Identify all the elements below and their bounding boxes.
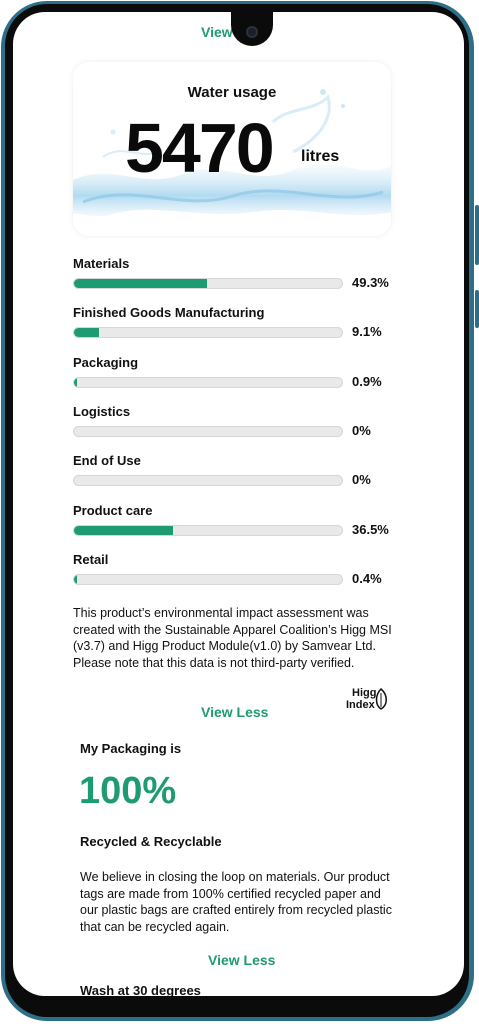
impact-row-label: Finished Goods Manufacturing: [73, 305, 265, 321]
water-usage-card: Water usage 5470 litres: [73, 62, 391, 236]
impact-row-label: End of Use: [73, 453, 141, 469]
power-button: [475, 290, 479, 328]
water-usage-value: 5470: [125, 109, 275, 187]
screen: View Less Water usage 5470: [13, 12, 464, 996]
impact-row-percent: 49.3%: [352, 275, 389, 290]
packaging-title: My Packaging is: [80, 741, 182, 756]
impact-progress-fill: [74, 525, 173, 535]
impact-row-label: Packaging: [73, 354, 139, 370]
packaging-value: 100%: [79, 770, 177, 812]
impact-progress-fill: [74, 279, 208, 288]
impact-row-percent: 0.4%: [352, 570, 382, 586]
impact-progress-fill: [74, 574, 77, 584]
water-usage-title: Water usage: [187, 84, 277, 101]
impact-row-label: Product care: [73, 502, 153, 518]
impact-row-percent: 0%: [352, 472, 371, 488]
impact-progress-bar: [73, 524, 343, 536]
impact-row-percent: 0%: [352, 422, 371, 438]
impact-progress-bar: [73, 327, 343, 339]
impact-row-percent: 36.5%: [352, 521, 389, 537]
svg-text:Higg: Higg: [352, 687, 376, 699]
packaging-subtitle: Recycled & Recyclable: [80, 834, 222, 849]
impact-row-percent: 0.9%: [352, 373, 382, 389]
volume-button: [475, 205, 479, 265]
assessment-note: This product’s environmental impact asse…: [73, 606, 392, 670]
higg-index-logo: Higg Index: [346, 687, 387, 711]
packaging-view-less-link[interactable]: View Less: [208, 952, 276, 968]
impact-row-label: Materials: [73, 256, 130, 271]
impact-progress-bar: [73, 573, 343, 585]
impact-row-label: Logistics: [73, 403, 131, 419]
svg-text:Index: Index: [346, 699, 376, 711]
camera-icon: [246, 26, 258, 38]
impact-progress-fill: [74, 377, 77, 387]
impact-progress-bar: [73, 278, 343, 289]
impact-progress-fill: [74, 328, 99, 338]
impact-progress-bar: [73, 425, 343, 437]
water-splash-icon: [73, 89, 391, 217]
impact-row-percent: 9.1%: [352, 324, 382, 340]
impact-progress-bar: [73, 376, 343, 388]
impact-progress-bar: [73, 475, 343, 487]
wash-title: Wash at 30 degrees: [80, 983, 201, 996]
view-less-link[interactable]: View Less: [201, 704, 269, 720]
packaging-description: We believe in closing the loop on materi…: [80, 870, 392, 934]
impact-row-label: Retail: [73, 551, 109, 567]
water-usage-unit: litres: [301, 148, 340, 165]
